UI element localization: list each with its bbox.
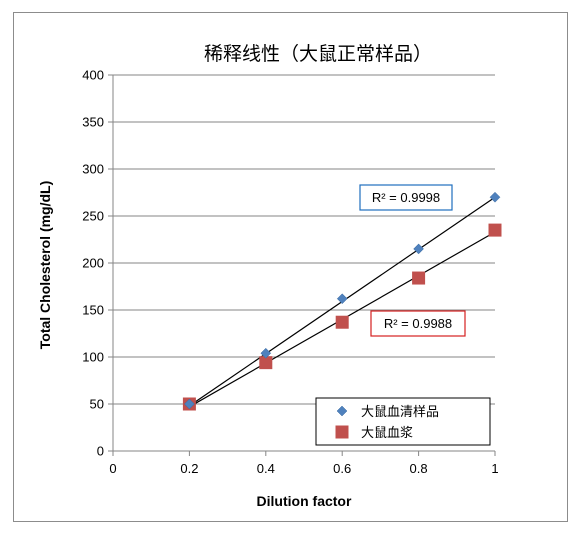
x-tick-label: 1 <box>491 461 498 476</box>
r2-label-series-2: R² = 0.9988 <box>384 316 452 331</box>
x-tick-label: 0 <box>109 461 116 476</box>
r2-label-series-1: R² = 0.9998 <box>372 190 440 205</box>
y-tick-label: 0 <box>97 444 104 459</box>
y-tick-label: 50 <box>90 397 104 412</box>
x-axis-label: Dilution factor <box>257 493 352 509</box>
axes <box>108 74 496 456</box>
diamond-point <box>413 243 424 255</box>
legend-label: 大鼠血浆 <box>361 426 413 441</box>
tick-labels: 0 50 100 150 200 250 300 350 400 0 0.2 0.4 0.6 0.8 1 <box>82 68 498 477</box>
square-point <box>335 315 349 329</box>
diamond-point <box>260 347 272 359</box>
chart-frame: 稀释线性（大鼠正常样品） 0 50 100 150 200 250 300 350 400 0 0.… <box>13 12 568 522</box>
y-tick-label: 250 <box>82 209 104 224</box>
square-point <box>412 271 426 285</box>
diamond-point <box>489 191 501 203</box>
legend-marker-square <box>335 425 349 439</box>
square-point <box>259 356 273 370</box>
y-tick-label: 400 <box>82 68 104 83</box>
diamond-point <box>184 398 195 410</box>
r2-box-series-1 <box>359 184 453 211</box>
legend-label: 大鼠血清样品 <box>361 405 439 420</box>
r2-box-series-2 <box>370 310 466 337</box>
y-tick-label: 100 <box>82 350 104 365</box>
x-tick-label: 0.2 <box>180 461 198 476</box>
y-tick-label: 300 <box>82 162 104 177</box>
data-points <box>182 191 502 411</box>
x-tick-label: 0.6 <box>333 461 351 476</box>
square-point <box>488 223 502 237</box>
diamond-point <box>336 293 348 305</box>
x-tick-label: 0.8 <box>410 461 428 476</box>
y-tick-label: 350 <box>82 115 104 130</box>
chart-title: 稀释线性（大鼠正常样品） <box>204 43 432 65</box>
grid-lines <box>113 74 495 405</box>
y-tick-label: 200 <box>82 256 104 271</box>
chart-canvas: 稀释线性（大鼠正常样品） 0 50 100 150 200 250 300 350 400 0 0.… <box>37 43 502 509</box>
y-tick-label: 150 <box>82 303 104 318</box>
x-tick-label: 0.4 <box>257 461 275 476</box>
r2-labels: R² = 0.9998 R² = 0.9988 <box>359 184 466 337</box>
y-axis-label: Total Cholesterol (mg/dL) <box>37 181 53 350</box>
legend-marker-diamond <box>336 405 348 417</box>
